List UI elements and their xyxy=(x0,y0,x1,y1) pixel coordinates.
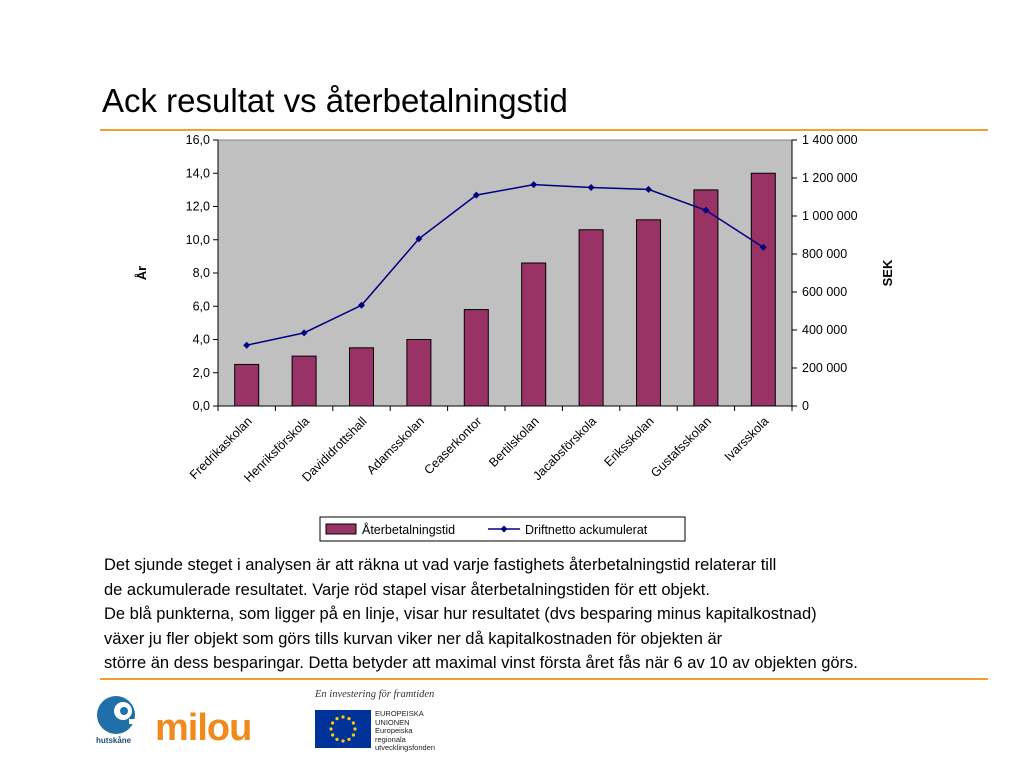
y-tick-label: 8,0 xyxy=(193,266,210,280)
eu-star-icon xyxy=(331,733,335,737)
body-line: Det sjunde steget i analysen är att räkn… xyxy=(104,556,777,574)
eu-star-icon xyxy=(351,721,355,725)
legend-label: Driftnetto ackumulerat xyxy=(525,523,648,537)
bar xyxy=(521,262,547,407)
y-tick-label: 4,0 xyxy=(193,333,210,347)
y-tick-label: 6,0 xyxy=(193,299,210,313)
body-line: växer ju fler objekt som görs tills kurv… xyxy=(104,629,723,648)
bar xyxy=(750,172,776,407)
y-tick-label: 2,0 xyxy=(193,366,210,380)
y2-tick-label: 200 000 xyxy=(802,361,847,375)
x-tick-label: Bertilskolan xyxy=(486,414,542,470)
eu-star-icon xyxy=(335,737,339,741)
slide-title: Ack resultat vs återbetalningstid xyxy=(102,82,568,119)
eu-line: UNIONEN xyxy=(375,717,410,727)
eu-line: EUROPEISKA xyxy=(375,709,424,718)
eu-flag-icon xyxy=(315,710,371,748)
line-point xyxy=(415,235,423,243)
bar xyxy=(693,189,719,407)
x-tick-label: Gustafsskolan xyxy=(648,414,714,480)
title-divider xyxy=(100,129,988,131)
bar xyxy=(406,339,432,407)
y-axis-title: År xyxy=(134,266,149,280)
eu-star-icon xyxy=(351,733,355,737)
x-tick-label: Ceaserkontor xyxy=(421,414,484,477)
y2-tick-label: 1 000 000 xyxy=(802,209,858,223)
bar xyxy=(578,229,604,407)
hutskane-logo-label: hutskåne xyxy=(96,736,132,745)
line-point xyxy=(530,181,538,189)
footer-divider xyxy=(100,678,988,680)
y2-tick-label: 600 000 xyxy=(802,285,847,299)
line-point xyxy=(759,243,767,251)
line-point xyxy=(645,185,652,193)
y2-tick-label: 0 xyxy=(802,399,809,413)
eu-star-icon xyxy=(335,717,339,721)
hutskane-logo-icon xyxy=(97,696,139,734)
line-point xyxy=(472,191,480,199)
x-tick-label: Eriksskolan xyxy=(602,414,657,469)
bar xyxy=(234,363,260,407)
line-point xyxy=(358,301,365,309)
series-line xyxy=(246,183,764,346)
y2-axis-title: SEK xyxy=(880,259,895,286)
y2-tick-label: 800 000 xyxy=(802,247,847,261)
y-tick-label: 0,0 xyxy=(193,399,210,413)
legend-swatch-bar xyxy=(325,523,357,535)
y2-tick-label: 400 000 xyxy=(802,323,847,337)
eu-star-icon xyxy=(331,721,335,725)
footer-slogan: En investering för framtiden xyxy=(315,689,435,700)
line-point xyxy=(702,206,710,214)
body-line: de ackumulerade resultatet. Varje röd st… xyxy=(104,580,710,599)
y-tick-label: 16,0 xyxy=(186,133,210,147)
body-line: De blå punkterna, som ligger på en linje… xyxy=(104,605,817,623)
legend-label: Återbetalningstid xyxy=(362,522,455,537)
bar xyxy=(463,309,489,407)
line-point xyxy=(587,184,595,191)
x-tick-label: Adamsskolan xyxy=(364,414,427,477)
milou-logo: milou xyxy=(155,707,252,749)
eu-fund-label: EUROPEISKA UNIONEN Europeiska regionala … xyxy=(375,709,436,753)
legend-swatch-marker xyxy=(500,525,508,533)
eu-line: regionala xyxy=(375,734,406,744)
y2-tick-label: 1 200 000 xyxy=(802,171,858,185)
eu-star-icon xyxy=(347,737,351,741)
eu-star-icon xyxy=(341,715,345,719)
payback-chart: 0,0 2,0 4,0 6,0 8,0 10,0 12,0 14,0 16,0 0 200 000 4… xyxy=(134,133,895,542)
eu-line: Europeiska xyxy=(375,726,413,735)
slide-body: Det sjunde steget i analysen är att räkn… xyxy=(104,553,1014,676)
eu-star-icon xyxy=(347,717,351,721)
eu-line: utvecklingsfonden xyxy=(375,743,436,752)
eu-star-icon xyxy=(329,727,333,731)
eu-star-icon xyxy=(341,739,345,743)
x-tick-label: Ivarsskola xyxy=(722,414,772,464)
eu-star-icon xyxy=(353,727,357,731)
line-point xyxy=(243,341,251,349)
body-line: större än dess besparingar. Detta betyde… xyxy=(104,654,858,672)
bar xyxy=(636,219,661,407)
line-point xyxy=(300,329,308,337)
y-tick-label: 14,0 xyxy=(186,166,210,180)
y-tick-label: 12,0 xyxy=(186,200,210,214)
bar xyxy=(291,355,317,407)
y-tick-label: 10,0 xyxy=(186,233,210,247)
y2-tick-label: 1 400 000 xyxy=(802,133,858,147)
bar xyxy=(349,347,374,407)
